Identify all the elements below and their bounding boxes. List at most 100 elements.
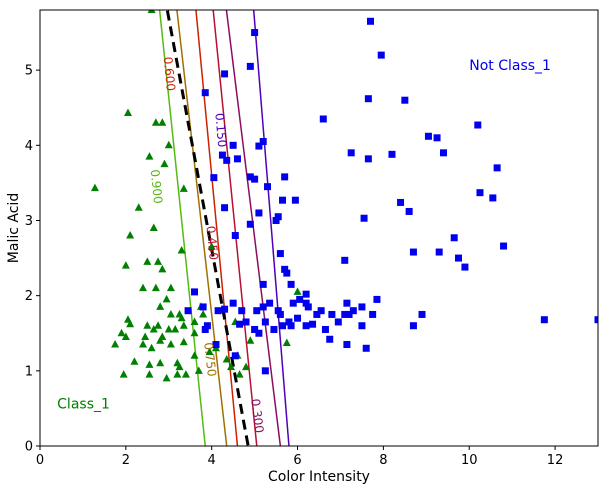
data-point-triangle [166,309,175,318]
data-point-triangle [190,328,199,337]
data-point-triangle [179,337,188,346]
data-point-square [236,320,244,328]
data-point-square [341,310,349,318]
data-point-square [476,189,484,197]
data-point-square [229,299,237,307]
data-point-square [255,209,263,217]
y-tick-label: 4 [25,139,33,154]
data-point-triangle [162,373,171,382]
data-point-square [405,207,413,215]
data-point-square [251,29,259,37]
data-point-square [317,307,325,315]
data-point-triangle [246,336,255,344]
data-point-square [201,89,209,97]
data-point-triangle [121,261,130,269]
data-point-triangle [156,358,165,367]
data-point-triangle [145,370,154,378]
x-tick-label: 4 [208,453,216,468]
data-point-square [261,318,269,326]
data-point-square [364,155,372,163]
x-tick-label: 6 [293,453,301,468]
data-point-triangle [90,183,99,192]
data-point-square [334,318,342,326]
data-point-square [401,96,409,104]
data-point-square [221,204,229,212]
data-point-square [218,151,226,159]
data-point-square [251,325,259,333]
contour-line-0.750 [176,10,228,446]
data-point-triangle [111,340,120,348]
data-point-triangle [121,332,130,340]
data-point-square [253,307,261,315]
data-point-square [210,174,218,182]
data-point-square [191,288,199,296]
data-point-square [287,280,295,288]
data-point-square [328,310,336,318]
data-point-square [276,310,284,318]
data-point-triangle [227,362,236,371]
data-point-triangle [139,340,148,348]
data-point-triangle [145,152,154,160]
data-point-triangle [160,159,169,168]
data-point-square [358,303,366,311]
data-point-square [229,141,237,149]
x-axis-label: Color Intensity [268,469,370,485]
data-point-square [214,307,222,315]
data-point-square [270,325,278,333]
decision-boundary [165,10,250,446]
data-point-square [377,51,385,59]
data-point-square [274,307,282,315]
data-point-triangle [177,246,186,254]
data-point-triangle [147,10,156,13]
data-point-square [285,318,293,326]
data-point-square [231,232,239,240]
data-point-triangle [143,321,152,329]
data-point-triangle [222,355,231,363]
data-point-square [259,280,267,288]
data-point-square [251,175,259,183]
data-point-triangle [164,324,173,333]
data-point-square [259,138,267,146]
contour-lines [158,10,290,446]
contour-line-0.150 [252,10,290,446]
data-point-triangle [207,242,216,250]
data-point-square [302,290,310,298]
data-point-square [279,196,287,204]
y-tick-label: 1 [25,364,33,379]
data-point-triangle [139,283,148,292]
data-point-triangle [156,336,165,344]
data-point-triangle [179,321,188,329]
data-point-square [281,265,289,273]
data-point-square [345,310,353,318]
data-point-square [266,299,274,307]
contour-label: 0.150 [212,113,229,148]
data-point-triangle [179,184,188,192]
data-point-square [424,132,432,140]
data-point-square [450,234,458,242]
data-point-square [246,62,254,70]
data-point-square [274,213,282,221]
data-point-triangle [282,338,291,347]
y-tick-label: 2 [25,289,33,304]
data-point-triangle [177,313,186,322]
class-annotation: Class_1 [57,396,110,412]
data-point-square [319,115,327,123]
data-point-square [272,216,280,224]
data-point-triangle [175,362,184,371]
data-point-triangle [235,370,244,378]
y-axis: 0 1 2 3 4 5 [25,64,40,455]
plot-frame [39,9,599,447]
data-point-square [321,325,329,333]
data-point-triangle [199,309,208,318]
data-point-triangle [158,264,167,273]
data-point-square [360,214,368,222]
data-point-square [343,341,351,349]
data-point-triangle [151,283,160,292]
data-point-square [302,299,310,307]
data-point-square [242,318,250,326]
data-point-square [435,248,443,256]
data-point-triangle [134,203,143,211]
data-point-square [231,352,239,360]
data-point-triangle [173,370,182,378]
data-point-square [343,299,351,307]
